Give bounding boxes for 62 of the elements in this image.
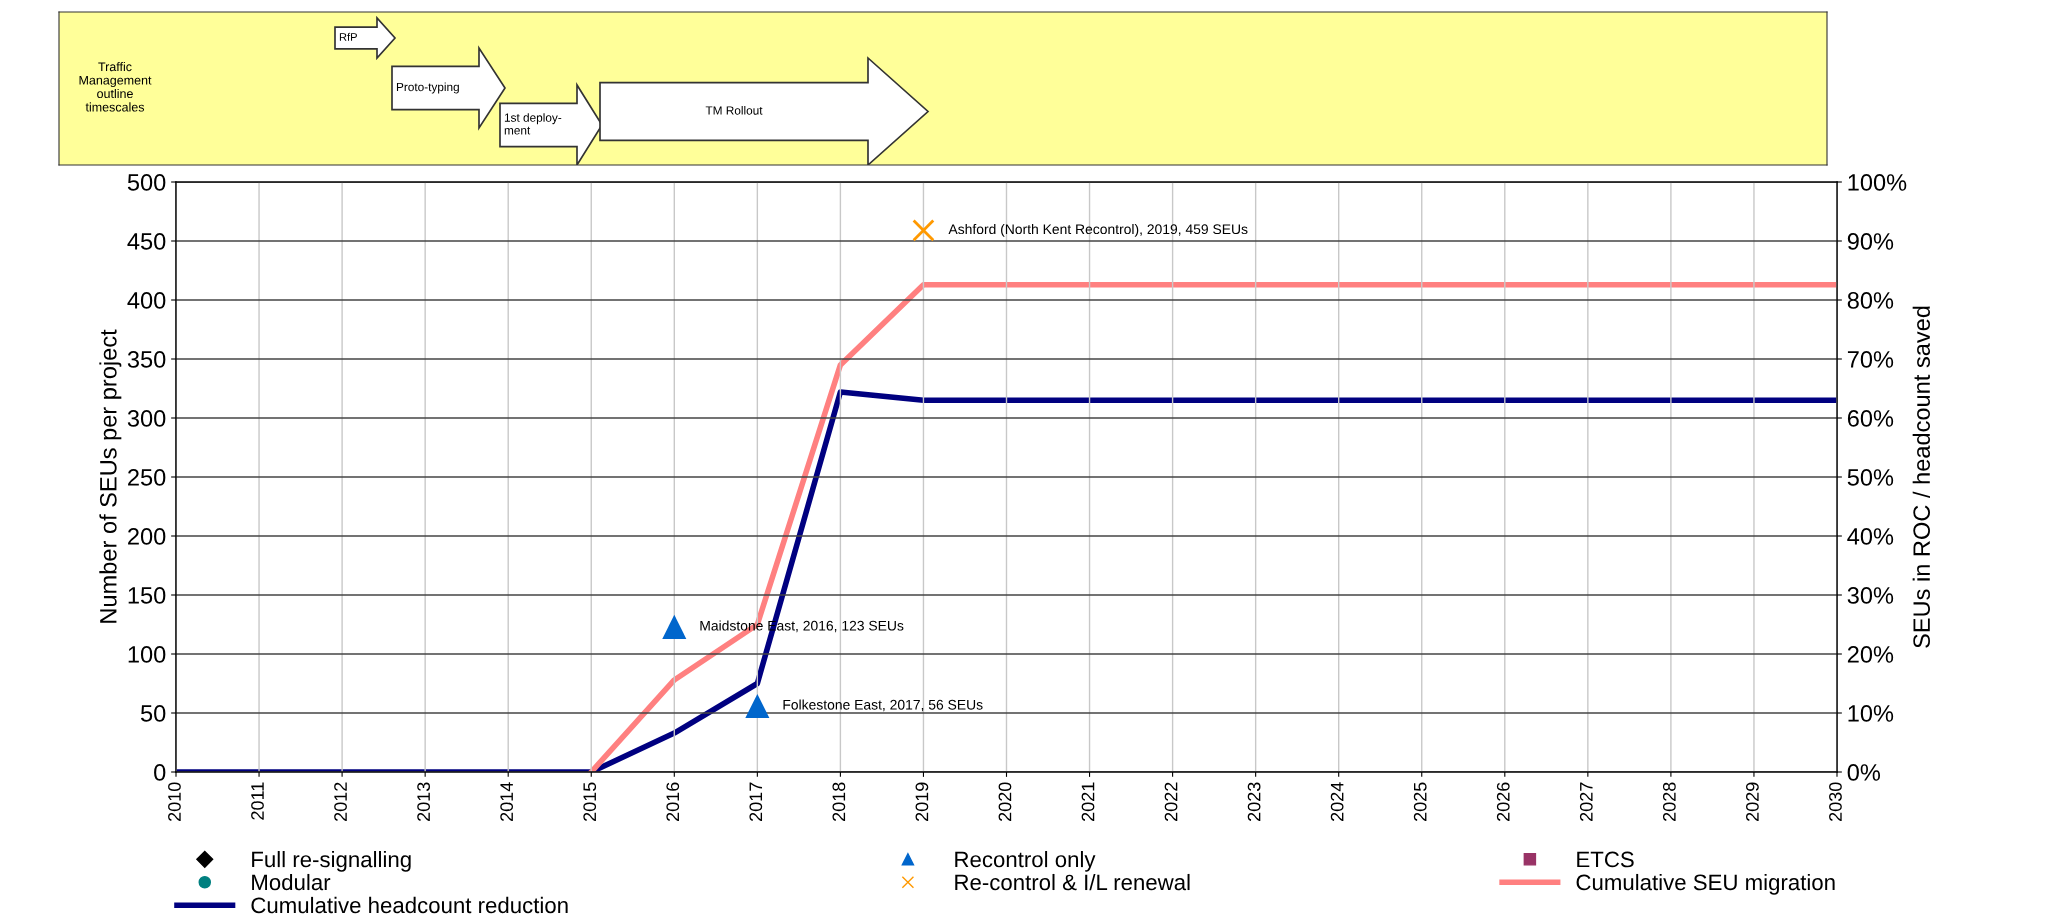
legend-label: Cumulative headcount reduction [251,896,568,914]
x-tick-label: 2019 [915,782,929,821]
annotation: Folkestone East, 2017, 56 SEUs [783,699,983,712]
x-tick-label: 2027 [1579,782,1593,821]
y-tick-label: 250 [128,469,166,486]
legend-label: Re-control & I/L renewal [955,873,1190,891]
x-tick-label: 2015 [583,782,597,821]
y2-tick-label: 80% [1847,292,1894,309]
y2-tick-label: 0% [1847,764,1881,781]
text: Proto-typing [396,82,459,94]
x-tick-label: 2010 [168,782,181,821]
y-tick-label: 0 [154,764,166,781]
y-tick-label: 100 [128,646,166,663]
y2-tick-label: 50% [1847,469,1894,486]
text: RfP [339,32,357,41]
point [745,693,770,718]
x-tick-label: 2021 [1081,782,1095,821]
x-tick-label: 2012 [334,782,347,821]
x-tick-label: 2014 [500,782,514,821]
x-tick-label: 2018 [832,782,846,821]
x-tick-label: 2029 [1746,782,1759,821]
y2-tick-label: 60% [1847,410,1894,427]
y2-tick-label: 70% [1847,351,1894,368]
y-tick-label: 150 [128,587,166,604]
x-tick-label: 2013 [417,782,430,821]
y-tick-label: 200 [128,528,166,545]
x-tick-label: 2023 [1247,782,1261,821]
x-tick-label: 2020 [998,782,1012,821]
y2-tick-label: 90% [1847,233,1894,250]
x-tick-label: 2017 [749,782,763,821]
x-tick-label: 2028 [1662,782,1676,821]
x-tick-label: 2016 [666,782,680,821]
y-tick-label: 400 [127,292,166,309]
y-tick-label: 50 [140,705,166,722]
y-tick-label: 300 [127,410,166,427]
x-tick-label: 2011 [251,782,264,820]
point [662,614,687,639]
y2-tick-label: 40% [1847,528,1894,545]
y-tick-label: 450 [127,233,166,250]
point [912,219,935,242]
legend-label: ETCS [1577,851,1634,868]
text: TM Rollout [705,106,763,115]
y-axis-title: Number of SEUs per project [99,329,122,623]
legend-label: Cumulative SEU migration [1576,873,1835,895]
x-tick-label: 2022 [1164,782,1178,821]
y-tick-label: 350 [127,351,166,368]
text: 1st deploy- ment [504,113,562,135]
y2-tick-label: 30% [1847,587,1894,604]
y2-tick-label: 20% [1847,646,1894,663]
text: Traffic Management outline timescales [79,61,152,112]
y2-tick-label: 100% [1848,174,1907,191]
annotation: Ashford (North Kent Recontrol), 2019, 459 SEUs [948,223,1248,237]
x-tick-label: 2025 [1413,782,1427,821]
x-tick-label: 2024 [1330,782,1344,821]
x-tick-label: 2026 [1496,782,1510,821]
x-tick-label: 2030 [1829,782,1842,821]
legend-label: Recontrol only [955,851,1096,872]
legend-label: Modular [252,873,331,891]
legend-label: Full re-signalling [252,851,411,872]
y-tick-label: 500 [127,174,166,191]
y2-axis-title: SEUs in ROC / headcount saved [1912,306,1931,648]
y2-tick-label: 10% [1848,705,1894,722]
